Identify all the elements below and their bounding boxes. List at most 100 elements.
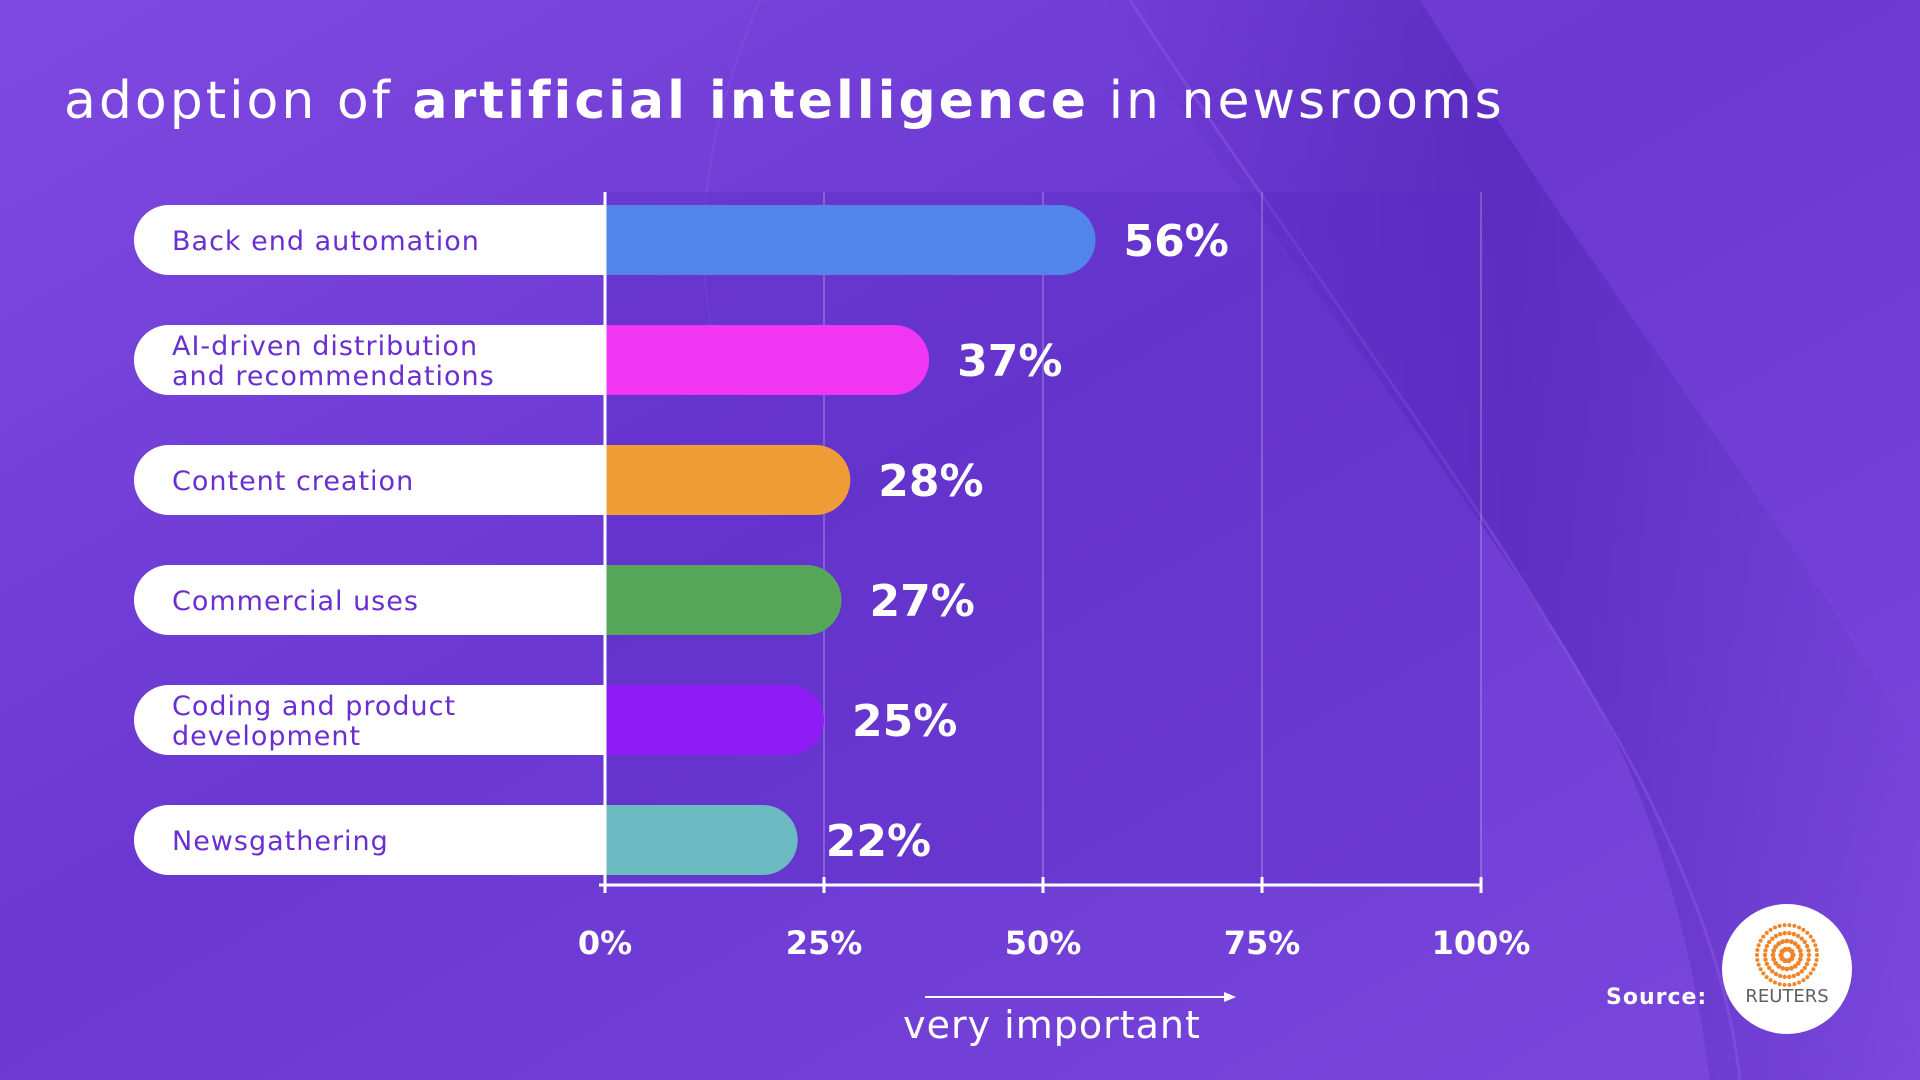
background-curve bbox=[1128, 0, 1742, 1080]
logo-dot bbox=[1789, 948, 1795, 955]
category-label: Newsgathering bbox=[172, 826, 389, 857]
logo-dot bbox=[1811, 967, 1816, 972]
logo-dot bbox=[1792, 941, 1798, 947]
value-label: 27% bbox=[870, 576, 975, 627]
bar bbox=[605, 565, 842, 635]
bar-row: Back end automation 56% bbox=[134, 205, 1229, 275]
source-label: Source: bbox=[1606, 985, 1708, 1010]
x-tick-label: 75% bbox=[1224, 924, 1301, 962]
bar bbox=[605, 445, 851, 515]
logo-dot bbox=[1756, 943, 1761, 948]
logo-dot bbox=[1778, 973, 1783, 979]
logo-dot bbox=[1814, 948, 1819, 953]
logo-dot bbox=[1797, 948, 1803, 954]
logo-dot bbox=[1763, 957, 1768, 962]
logo-dot bbox=[1815, 953, 1819, 957]
logo-dot bbox=[1770, 952, 1776, 958]
logo-dot bbox=[1787, 982, 1792, 987]
logo-dot bbox=[1782, 923, 1787, 928]
value-label: 25% bbox=[852, 696, 957, 747]
logo-dot bbox=[1806, 957, 1811, 962]
logo-dot bbox=[1788, 939, 1794, 945]
logo-dot bbox=[1787, 930, 1792, 936]
title-prefix: adoption of bbox=[64, 71, 412, 131]
x-tick-label: 100% bbox=[1432, 924, 1531, 962]
category-pill bbox=[134, 325, 605, 395]
logo-dot bbox=[1758, 967, 1763, 972]
reuters-logo-text: REUTERS bbox=[1745, 986, 1829, 1007]
logo-dot bbox=[1804, 961, 1810, 967]
category-pill bbox=[134, 205, 605, 275]
x-tick-label: 25% bbox=[786, 924, 863, 962]
logo-dot bbox=[1784, 938, 1790, 944]
x-tick-labels: 0% 25% 50% 75% 100% bbox=[578, 924, 1531, 962]
logo-dot bbox=[1773, 933, 1779, 939]
logo-dot bbox=[1768, 927, 1773, 932]
bars: Back end automation 56% AI-driven distribu… bbox=[134, 205, 1229, 875]
logo-dot bbox=[1764, 975, 1769, 980]
logo-dot bbox=[1806, 948, 1811, 953]
value-label: 28% bbox=[878, 456, 983, 507]
logo-dot bbox=[1802, 965, 1807, 971]
x-axis-label: very important bbox=[903, 1003, 1201, 1047]
value-label: 22% bbox=[826, 816, 931, 867]
logo-dot bbox=[1776, 941, 1782, 947]
logo-dot bbox=[1767, 939, 1772, 945]
logo-dot bbox=[1780, 939, 1786, 945]
logo-dot bbox=[1771, 948, 1777, 954]
logo-dot bbox=[1762, 952, 1768, 958]
logo-dot bbox=[1778, 931, 1783, 937]
logo-dot bbox=[1782, 930, 1787, 936]
reuters-dot-circle-icon bbox=[1755, 923, 1819, 987]
logo-dot bbox=[1763, 948, 1768, 953]
bar bbox=[605, 325, 930, 395]
x-tick-label: 0% bbox=[578, 924, 632, 962]
logo-dot bbox=[1773, 944, 1779, 950]
logo-dot bbox=[1755, 957, 1760, 962]
background-sweep bbox=[1100, 0, 1920, 1080]
logo-dot bbox=[1772, 980, 1777, 985]
logo-dot bbox=[1791, 931, 1796, 937]
logo-dot bbox=[1792, 923, 1797, 928]
logo-dot bbox=[1764, 943, 1770, 949]
logo-dot bbox=[1755, 953, 1759, 957]
logo-dot bbox=[1782, 946, 1788, 952]
logo-dot bbox=[1813, 962, 1818, 967]
logo-dot bbox=[1795, 971, 1801, 977]
logo-dot bbox=[1811, 938, 1816, 943]
logo-dot bbox=[1792, 982, 1797, 987]
logo-dot bbox=[1773, 960, 1779, 966]
logo-dot bbox=[1808, 934, 1813, 939]
logo-dot bbox=[1805, 975, 1810, 980]
logo-dot bbox=[1813, 943, 1818, 948]
category-label: Content creation bbox=[172, 466, 414, 497]
logo-dot bbox=[1791, 973, 1796, 979]
category-label: Back end automation bbox=[172, 226, 480, 257]
category-label: and recommendations bbox=[172, 361, 495, 392]
logo-dot bbox=[1787, 974, 1792, 980]
category-label: Commercial uses bbox=[172, 586, 419, 617]
logo-dot bbox=[1755, 948, 1760, 953]
bar-row: Content creation 28% bbox=[134, 445, 984, 515]
logo-dot bbox=[1768, 978, 1773, 983]
x-tick-label: 50% bbox=[1005, 924, 1082, 962]
logo-dot bbox=[1804, 943, 1810, 949]
logo-dot bbox=[1798, 952, 1804, 958]
title-suffix: in newsrooms bbox=[1089, 71, 1505, 131]
reuters-logo: REUTERS bbox=[1722, 904, 1852, 1034]
bar bbox=[605, 205, 1096, 275]
logo-dot bbox=[1770, 936, 1775, 941]
logo-dot bbox=[1795, 960, 1801, 966]
logo-dot bbox=[1772, 925, 1777, 930]
logo-dot bbox=[1756, 962, 1761, 967]
bar bbox=[605, 805, 798, 875]
logo-dot bbox=[1782, 974, 1787, 980]
value-label: 56% bbox=[1124, 216, 1229, 267]
logo-dot bbox=[1795, 944, 1801, 950]
logo-dot bbox=[1801, 927, 1806, 932]
logo-dot bbox=[1771, 956, 1777, 962]
category-pill bbox=[134, 445, 605, 515]
value-label: 37% bbox=[957, 336, 1062, 387]
logo-dot bbox=[1764, 930, 1769, 935]
